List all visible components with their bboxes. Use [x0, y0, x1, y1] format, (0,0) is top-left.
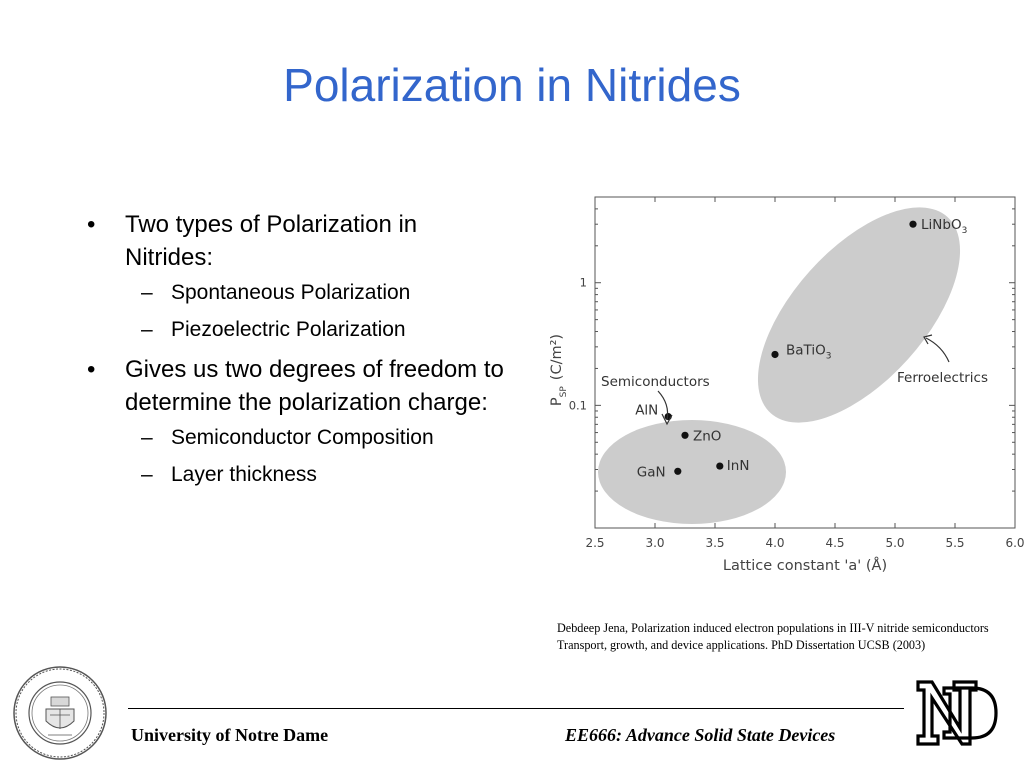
- y-axis-label: PSP (C/m²): [549, 334, 569, 406]
- x-tick-label: 2.5: [585, 536, 604, 550]
- data-point-label: ZnO: [693, 428, 721, 444]
- ferroelectrics-label: Ferroelectrics: [897, 370, 988, 386]
- y-tick-label: 0.1: [569, 398, 587, 412]
- x-tick-label: 4.0: [765, 536, 784, 550]
- x-tick-label: 5.5: [945, 536, 964, 550]
- sub-bullet-item: Layer thickness: [125, 461, 505, 489]
- ferroelectrics-region: [757, 207, 961, 423]
- sub-bullet-item: Spontaneous Polarization: [125, 279, 505, 307]
- bullet-text: Two types of Polarization in Nitrides:: [125, 211, 418, 271]
- data-point: [909, 220, 917, 228]
- notre-dame-nd-logo-icon: [916, 680, 998, 746]
- data-point-label: BaTiO3: [786, 342, 831, 361]
- semiconductors-arrow: [657, 390, 669, 421]
- ferroelectrics-arrowhead: [923, 334, 933, 345]
- citation: Debdeep Jena, Polarization induced elect…: [557, 621, 989, 652]
- sub-bullet-item: Piezoelectric Polarization: [125, 316, 505, 344]
- footer-divider: [128, 708, 904, 709]
- slide-title: Polarization in Nitrides: [283, 59, 741, 111]
- data-points: AlN ZnO InN GaN BaTiO3 LiNbO3: [635, 217, 967, 480]
- data-point: [674, 467, 682, 475]
- y-tick-label: 1: [580, 276, 587, 290]
- x-tick-label: 4.5: [825, 536, 844, 550]
- x-tick-label: 6.0: [1005, 536, 1024, 550]
- ferroelectrics-arrow: [925, 337, 950, 363]
- chart-svg: 2.5 3.0 3.5 4.0 4.5 5.0 5.5 6.0 10.1 AlNZnOInNG…: [549, 196, 1024, 574]
- y-axis-label-unit: (C/m²): [549, 334, 565, 380]
- data-point-label: AlN: [635, 403, 658, 419]
- y-axis-label-symbol: P: [549, 397, 565, 406]
- bullet-list: Two types of Polarization in Nitrides: S…: [85, 208, 505, 498]
- university-seal-icon: [13, 666, 107, 760]
- sub-bullet-item: Semiconductor Composition: [125, 424, 505, 452]
- data-point-label: InN: [727, 458, 750, 474]
- data-point: [771, 350, 779, 359]
- y-axis-label-subscript: SP: [559, 386, 569, 398]
- footer-university: University of Notre Dame: [131, 725, 329, 745]
- data-point-label: LiNbO3: [921, 217, 967, 236]
- sub-bullet-list: Semiconductor Composition Layer thicknes…: [125, 424, 505, 489]
- semiconductors-label: Semiconductors: [601, 374, 710, 390]
- x-tick-label: 3.0: [645, 536, 664, 550]
- bullet-text: Gives us two degrees of freedom to deter…: [125, 356, 504, 416]
- y-axis-ticks: 10.1: [569, 196, 1015, 529]
- data-point: [716, 462, 724, 470]
- x-tick-label: 3.5: [705, 536, 724, 550]
- semiconductors-region: [598, 420, 786, 524]
- semiconductors-arrowhead: [661, 413, 673, 426]
- plot-frame: [594, 196, 1016, 529]
- bullet-item: Two types of Polarization in Nitrides: S…: [85, 208, 505, 344]
- x-axis-label: Lattice constant 'a' (Å): [723, 557, 887, 574]
- sub-bullet-list: Spontaneous Polarization Piezoelectric P…: [125, 279, 505, 344]
- svg-text:PSP(C/m²): PSP (C/m²): [549, 334, 569, 406]
- polarization-chart: 2.5 3.0 3.5 4.0 4.5 5.0 5.5 6.0 1 0.1 AlN ZnO InN G…: [540, 180, 1024, 580]
- bullet-item: Gives us two degrees of freedom to deter…: [85, 353, 505, 489]
- data-point-label: GaN: [637, 464, 666, 480]
- x-axis-ticks: 2.5 3.0 3.5 4.0 4.5 5.0 5.5 6.0: [585, 197, 1024, 550]
- footer-course: EE666: Advance Solid State Devices: [565, 725, 836, 745]
- data-point: [681, 431, 689, 439]
- x-tick-label: 5.0: [885, 536, 904, 550]
